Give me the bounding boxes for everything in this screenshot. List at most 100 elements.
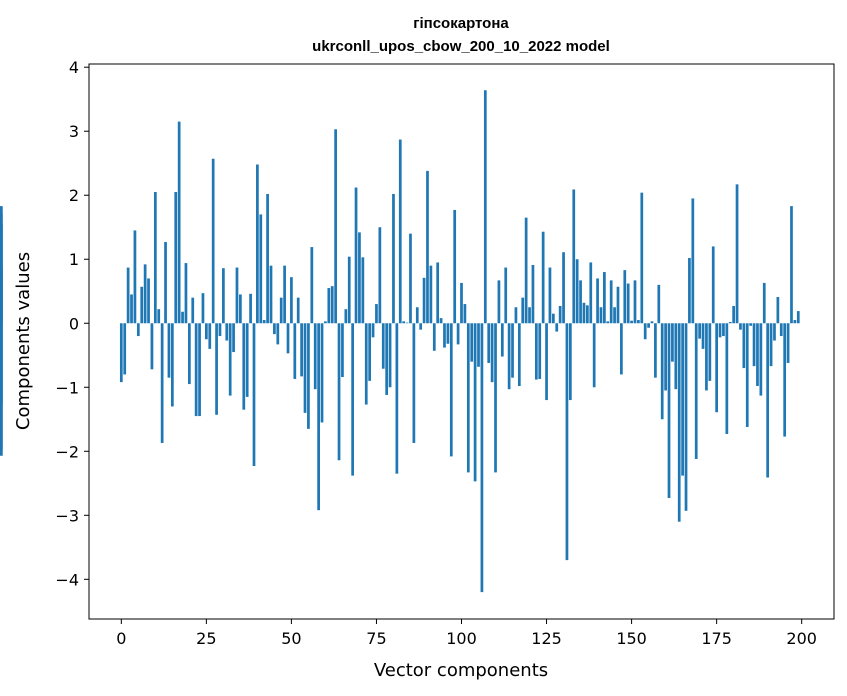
y-tick-label: −4: [55, 570, 79, 589]
bar: [568, 323, 572, 401]
bar: [164, 241, 167, 324]
bar: [347, 256, 351, 324]
bar: [170, 323, 174, 407]
bar: [558, 305, 562, 324]
bar: [480, 323, 484, 593]
bar: [324, 321, 327, 324]
y-tick-label: 4: [69, 58, 79, 77]
bar: [643, 323, 647, 340]
bar: [688, 257, 691, 324]
bar: [728, 321, 732, 324]
x-tick-label: 0: [116, 629, 126, 648]
bar: [551, 313, 555, 324]
bar: [483, 90, 487, 324]
bar: [596, 278, 599, 324]
bar: [538, 323, 542, 379]
bar: [279, 297, 283, 324]
x-tick-label: 125: [531, 629, 562, 648]
bar: [293, 323, 297, 379]
bar: [385, 323, 389, 395]
bar: [409, 233, 412, 324]
bar: [514, 307, 518, 324]
bar: [184, 263, 188, 324]
bar: [160, 323, 164, 443]
bar: [313, 323, 317, 390]
bar: [327, 288, 331, 324]
bar: [443, 323, 446, 348]
chart-title: гіпсокартона: [413, 15, 509, 32]
bar: [225, 323, 229, 341]
bar: [589, 262, 593, 324]
bar: [317, 323, 320, 511]
bar: [473, 323, 477, 482]
bar: [575, 259, 579, 324]
bar: [303, 323, 307, 413]
bar: [133, 230, 137, 324]
bar: [725, 323, 729, 434]
bar: [337, 323, 341, 461]
chart-subtitle: ukrconll_upos_cbow_200_10_2022 model: [312, 38, 610, 55]
bar: [395, 323, 399, 474]
x-axis-label: Vector components: [374, 660, 548, 681]
bar: [429, 265, 433, 324]
bar: [592, 323, 596, 388]
bar: [402, 321, 406, 324]
x-tick-label: 50: [281, 629, 301, 648]
y-axis-label: Components values: [13, 252, 34, 430]
bar: [235, 267, 239, 324]
bar: [769, 323, 773, 367]
bar: [766, 323, 770, 478]
y-tick-label: 3: [69, 122, 79, 141]
bar: [708, 323, 712, 381]
bar: [232, 323, 235, 353]
bar: [793, 320, 797, 324]
bar: [147, 278, 150, 324]
bar: [742, 323, 746, 369]
bar: [157, 309, 161, 324]
bar: [354, 187, 358, 324]
bar: [330, 286, 334, 324]
bar: [507, 323, 511, 390]
bar: [194, 323, 198, 417]
bar: [664, 323, 667, 391]
x-tick-label: 100: [446, 629, 477, 648]
bar: [739, 323, 742, 330]
bar: [310, 247, 314, 324]
bar: [776, 297, 780, 324]
bar: [667, 323, 671, 499]
bar: [174, 192, 178, 324]
bar: [528, 307, 531, 324]
bar: [534, 323, 538, 380]
bar: [405, 322, 409, 324]
bar: [211, 158, 215, 324]
bar: [606, 321, 610, 324]
bar: [490, 323, 494, 383]
bar: [150, 323, 154, 370]
bar: [341, 323, 344, 378]
bar: [300, 323, 303, 377]
bar: [205, 323, 208, 340]
x-tick-label: 150: [616, 629, 647, 648]
bar: [677, 323, 681, 522]
bar: [494, 323, 497, 473]
bar: [759, 323, 763, 396]
bar: [0, 267, 3, 324]
bar: [344, 309, 348, 324]
bar: [633, 280, 637, 324]
bar: [368, 323, 372, 381]
bar: [296, 297, 300, 324]
bar: [266, 193, 269, 324]
bar: [252, 323, 256, 467]
bar: [684, 323, 688, 511]
bar: [616, 286, 620, 324]
bar: [756, 323, 759, 386]
bar: [681, 323, 684, 476]
bar: [745, 323, 749, 427]
bar: [466, 323, 470, 473]
bar: [259, 214, 263, 324]
y-tick-label: −2: [55, 442, 79, 461]
bar: [531, 265, 535, 324]
bar: [613, 307, 616, 324]
bar: [208, 323, 212, 349]
